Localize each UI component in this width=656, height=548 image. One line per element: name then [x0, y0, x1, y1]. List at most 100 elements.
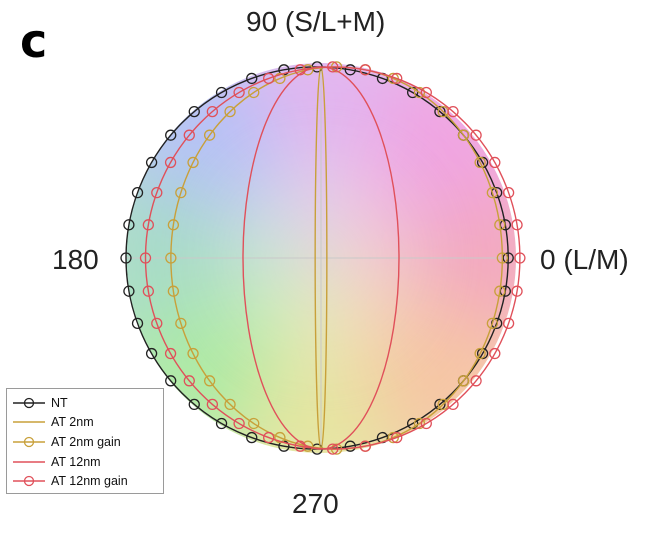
data-point	[224, 105, 236, 118]
data-point	[486, 317, 499, 330]
data-point	[233, 417, 245, 430]
data-point	[420, 417, 432, 430]
data-point	[474, 156, 486, 169]
data-point	[183, 129, 195, 141]
data-point	[457, 375, 470, 387]
data-point	[502, 186, 515, 199]
legend-marker	[23, 436, 35, 448]
data-point	[327, 443, 339, 455]
legend-label: AT 2nm	[51, 415, 94, 430]
data-point	[496, 252, 509, 264]
angle-label-bottom: 270	[292, 488, 339, 519]
data-point	[263, 72, 275, 85]
legend-entry: NT	[11, 393, 163, 413]
data-point	[165, 252, 177, 264]
series-line	[144, 66, 521, 450]
data-point	[142, 285, 154, 297]
data-point	[274, 72, 286, 85]
legend-entry: AT 12nm gain	[11, 471, 163, 491]
data-point	[511, 219, 523, 231]
data-point	[344, 64, 356, 76]
data-point	[502, 252, 514, 264]
data-point	[474, 347, 486, 360]
legend-swatch	[13, 476, 45, 487]
data-point	[391, 431, 403, 444]
legend-label: AT 12nm gain	[51, 474, 128, 489]
data-point	[294, 64, 306, 76]
data-point	[233, 86, 245, 99]
angle-label-right: 0 (L/M)	[540, 244, 629, 275]
data-point	[203, 129, 216, 141]
data-point	[164, 347, 177, 360]
data-point	[457, 129, 470, 141]
data-point	[175, 186, 187, 199]
legend-swatch	[13, 460, 45, 463]
data-point	[502, 317, 515, 330]
data-point	[131, 317, 144, 330]
data-point	[274, 431, 286, 444]
legend-marker	[23, 476, 35, 487]
data-point	[489, 156, 501, 169]
data-point	[145, 347, 158, 360]
data-point	[165, 129, 177, 141]
data-point	[187, 156, 199, 169]
data-point	[470, 129, 482, 141]
data-point	[470, 375, 482, 387]
data-point	[139, 252, 152, 264]
data-point	[486, 186, 499, 199]
data-point	[145, 156, 158, 169]
data-point	[151, 317, 163, 330]
data-point	[248, 417, 260, 430]
data-point	[494, 219, 506, 231]
data-point	[447, 398, 459, 411]
legend-entry: AT 2nm gain	[11, 432, 163, 452]
legend-swatch	[13, 421, 45, 424]
data-point	[391, 72, 403, 85]
panel-label: c	[20, 14, 48, 68]
data-point	[188, 398, 200, 411]
data-point	[151, 186, 163, 199]
data-point	[165, 375, 177, 387]
data-point	[188, 105, 200, 118]
data-point	[215, 86, 228, 99]
series-at-12nm-gain	[139, 61, 526, 455]
data-point	[420, 86, 432, 99]
data-point	[359, 64, 371, 76]
data-point	[167, 219, 180, 231]
legend-swatch	[13, 436, 45, 448]
data-point	[120, 252, 132, 264]
data-point	[142, 219, 154, 231]
data-point	[203, 375, 216, 387]
data-point	[494, 285, 506, 297]
angle-label-top: 90 (S/L+M)	[246, 6, 386, 37]
angle-label-left: 180	[52, 244, 99, 275]
legend-label: NT	[51, 395, 68, 410]
data-point	[175, 317, 187, 330]
data-point	[164, 156, 177, 169]
data-point	[215, 417, 228, 430]
data-point	[183, 375, 195, 387]
data-point	[434, 105, 446, 118]
data-point	[123, 285, 135, 297]
legend-swatch	[13, 397, 45, 408]
data-point	[224, 398, 236, 411]
data-point	[206, 105, 219, 118]
data-point	[413, 417, 426, 430]
data-point	[263, 431, 275, 444]
data-point	[131, 186, 144, 199]
data-point	[489, 347, 501, 360]
legend-marker	[23, 397, 35, 408]
legend-entry: AT 12nm	[11, 452, 163, 472]
legend-label: AT 12nm	[51, 454, 101, 469]
data-point	[123, 219, 135, 231]
legend-label: AT 2nm gain	[51, 434, 121, 449]
data-point	[206, 398, 219, 411]
data-point	[187, 347, 199, 360]
data-point	[344, 440, 356, 452]
data-point	[413, 86, 426, 99]
legend-entry: AT 2nm	[11, 413, 163, 433]
data-point	[294, 440, 306, 452]
data-point	[167, 285, 180, 297]
data-point	[248, 86, 260, 99]
